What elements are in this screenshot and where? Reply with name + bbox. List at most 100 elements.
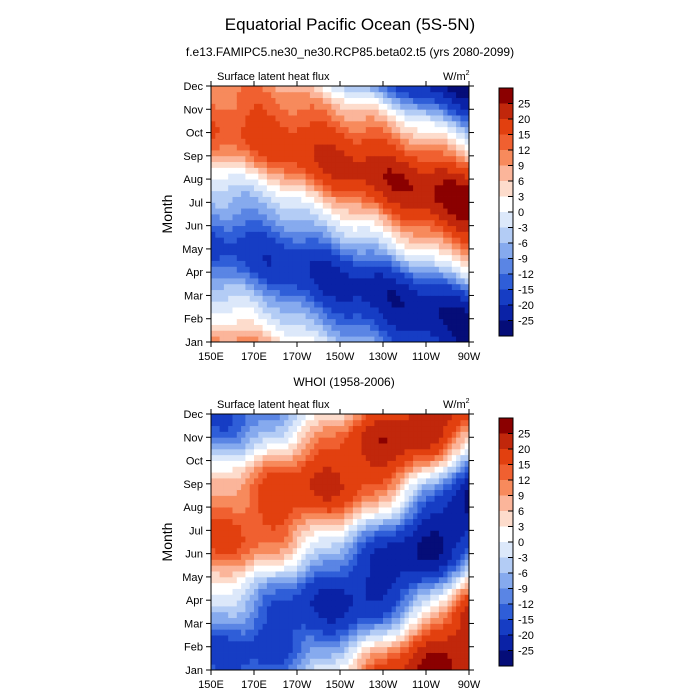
heatmap-cell [314, 231, 319, 238]
heatmap-cell [266, 150, 272, 157]
heatmap-cell [344, 202, 349, 209]
heatmap-cell [357, 150, 362, 157]
heatmap-cell [404, 542, 410, 549]
heatmap-cell [413, 208, 418, 215]
heatmap-cell [318, 646, 324, 653]
heatmap-cell [400, 414, 405, 421]
heatmap-cell [236, 576, 242, 584]
heatmap-cell [279, 437, 285, 444]
heatmap-cell [249, 501, 255, 508]
heatmap-cell [228, 295, 233, 302]
heatmap-cell [215, 547, 220, 555]
heatmap-cell [340, 330, 345, 337]
heatmap-cell [464, 307, 470, 314]
heatmap-cell [391, 460, 397, 467]
heatmap-cell [254, 272, 259, 279]
heatmap-cell [387, 419, 392, 427]
heatmap-cell [301, 97, 306, 104]
heatmap-cell [297, 324, 302, 331]
heatmap-cell [309, 179, 315, 186]
heatmap-cell [408, 518, 414, 525]
heatmap-cell [236, 86, 242, 93]
heatmap-cell [279, 559, 285, 566]
heatmap-cell [284, 155, 289, 163]
heatmap-cell [279, 208, 285, 215]
heatmap-cell [232, 219, 238, 227]
heatmap-cell [254, 266, 259, 273]
heatmap-cell [314, 330, 319, 337]
heatmap-cell [335, 518, 341, 525]
heatmap-cell [309, 272, 315, 279]
heatmap-cell [219, 307, 225, 314]
heatmap-cell [318, 419, 324, 427]
heatmap-cell [378, 629, 384, 636]
heatmap-cell [365, 150, 371, 157]
heatmap-cell [387, 437, 392, 444]
heatmap-cell [309, 588, 315, 595]
heatmap-cell [395, 266, 401, 273]
heatmap-cell [335, 272, 341, 279]
heatmap-cell [249, 600, 255, 607]
heatmap-cell [228, 266, 233, 273]
heatmap-cell [215, 611, 220, 619]
heatmap-cell [211, 155, 216, 163]
heatmap-cell [340, 553, 345, 560]
heatmap-cell [309, 219, 315, 227]
heatmap-cell [335, 460, 341, 467]
heatmap-cell [245, 278, 251, 285]
heatmap-cell [417, 448, 423, 456]
heatmap-cell [241, 542, 246, 549]
heatmap-cell [258, 588, 263, 595]
heatmap-cell [279, 617, 285, 624]
heatmap-cell [365, 594, 371, 601]
heatmap-cell [400, 219, 405, 227]
heatmap-cell [249, 167, 255, 174]
heatmap-cell [301, 635, 306, 642]
heatmap-cell [241, 582, 246, 589]
heatmap-cell [254, 559, 259, 566]
heatmap-cell [391, 155, 397, 163]
heatmap-cell [344, 547, 349, 555]
heatmap-cell [215, 150, 220, 157]
heatmap-cell [279, 272, 285, 279]
heatmap-cell [245, 530, 251, 537]
heatmap-cell [400, 295, 405, 302]
heatmap-cell [215, 518, 220, 525]
heatmap-cell [400, 536, 405, 543]
heatmap-cell [395, 219, 401, 227]
heatmap-cell [228, 652, 233, 659]
heatmap-cell [404, 559, 410, 566]
heatmap-cell [249, 324, 255, 331]
heatmap-cell [404, 243, 410, 250]
heatmap-cell [327, 652, 332, 659]
heatmap-cell [249, 431, 255, 438]
heatmap-cell [357, 190, 362, 197]
heatmap-cell [211, 184, 216, 192]
heatmap-cell [271, 179, 276, 186]
heatmap-cell [447, 248, 453, 256]
heatmap-cell [451, 144, 457, 151]
heatmap-cell [219, 495, 225, 502]
heatmap-cell [228, 431, 233, 438]
heatmap-cell [456, 132, 461, 139]
heatmap-cell [297, 109, 302, 116]
heatmap-cell [361, 478, 367, 485]
heatmap-cell [348, 301, 354, 308]
heatmap-cell [378, 86, 384, 93]
heatmap-cell [365, 576, 371, 584]
heatmap-cell [219, 243, 225, 250]
heatmap-cell [297, 460, 302, 467]
heatmap-cell [254, 126, 259, 133]
heatmap-cell [266, 248, 272, 256]
heatmap-cell [387, 565, 392, 572]
heatmap-cell [301, 126, 306, 133]
heatmap-cell [223, 254, 229, 261]
heatmap-cell [254, 115, 259, 122]
heatmap-cell [335, 454, 341, 461]
heatmap-cell [301, 86, 306, 93]
heatmap-cell [241, 278, 246, 285]
heatmap-cell [223, 161, 229, 168]
heatmap-cell [370, 132, 375, 139]
heatmap-cell [314, 272, 319, 279]
heatmap-cell [309, 225, 315, 232]
